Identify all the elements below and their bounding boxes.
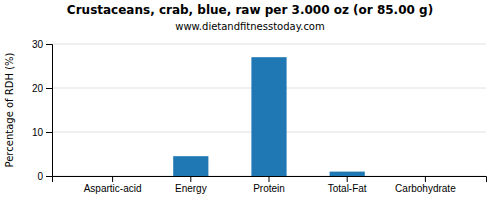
bar (330, 172, 365, 176)
subtitle: www.dietandfitnesstoday.com (175, 21, 324, 32)
x-tick-mark (190, 176, 191, 182)
x-tick-label: Carbohydrate (395, 183, 456, 194)
x-tick-mark (269, 176, 270, 182)
x-tick-label: Energy (175, 183, 207, 194)
x-tick: Protein (253, 176, 285, 194)
x-tick: Carbohydrate (395, 176, 456, 194)
y-tick-mark (46, 132, 52, 133)
y-tick-label: 20 (32, 83, 44, 94)
x-axis: Aspartic-acid Energy Protein Total-Fat Carbo… (53, 176, 487, 194)
x-tick: Energy (175, 176, 207, 194)
y-tick: 20 (32, 83, 52, 94)
bar (95, 176, 130, 177)
chart-container: Crustaceans, crab, blue, raw per 3.000 o… (0, 0, 500, 200)
y-tick-mark (46, 44, 52, 45)
plot: Aspartic-acid Energy Protein Total-Fat Carbo… (32, 39, 487, 194)
axis-line (53, 177, 487, 183)
x-tick: Aspartic-acid (84, 176, 142, 194)
x-tick-mark (425, 176, 426, 182)
x-tick-mark (112, 176, 113, 182)
x-tick-label: Protein (253, 183, 285, 194)
chart-svg: Crustaceans, crab, blue, raw per 3.000 o… (0, 0, 500, 200)
grid-line (52, 44, 486, 45)
x-tick-label: Total-Fat (328, 183, 367, 194)
y-tick-mark (46, 88, 52, 89)
x-tick-mark (347, 176, 348, 182)
bars (173, 57, 365, 176)
y-tick-mark (46, 176, 52, 177)
y-tick-label: 0 (37, 171, 43, 182)
y-tick-label: 10 (32, 127, 44, 138)
bar (408, 176, 443, 177)
bar (173, 156, 208, 176)
bar (251, 57, 286, 176)
y-tick: 0 (37, 171, 52, 182)
grid (52, 44, 486, 176)
y-axis-label: Percentage of RDH (%) (4, 52, 15, 167)
axis-line (46, 45, 53, 177)
x-tick: Total-Fat (328, 176, 367, 194)
y-tick: 30 (32, 39, 52, 50)
y-tick: 10 (32, 127, 52, 138)
y-axis: 0 10 20 30 (32, 39, 53, 182)
title: Crustaceans, crab, blue, raw per 3.000 o… (67, 3, 433, 17)
y-tick-label: 30 (32, 39, 44, 50)
x-tick-label: Aspartic-acid (84, 183, 142, 194)
